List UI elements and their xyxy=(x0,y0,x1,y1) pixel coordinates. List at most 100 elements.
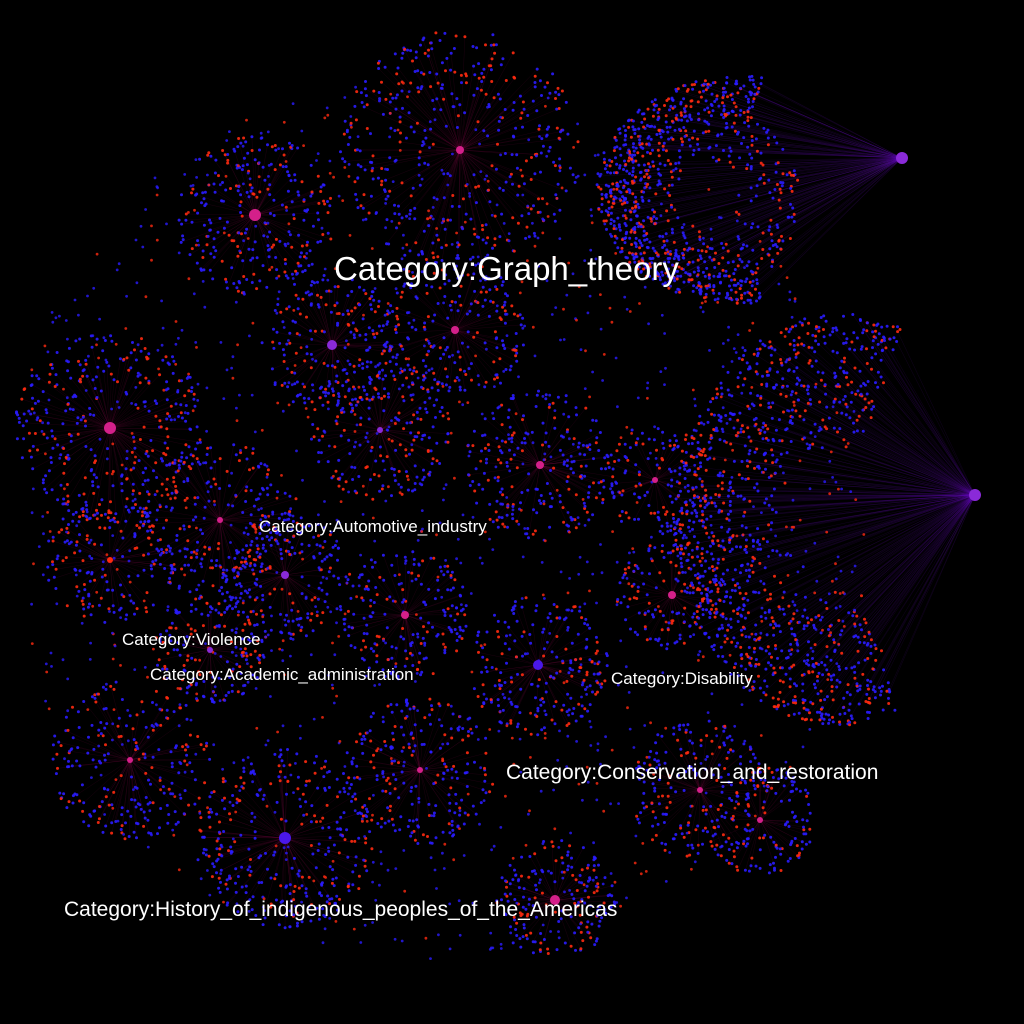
graph-node xyxy=(114,820,118,823)
graph-node xyxy=(53,385,57,388)
graph-node xyxy=(277,516,281,520)
graph-node xyxy=(481,228,485,232)
graph-node xyxy=(486,253,490,257)
graph-node xyxy=(529,207,533,211)
graph-node xyxy=(410,831,414,835)
graph-node xyxy=(87,824,91,828)
graph-node xyxy=(576,445,580,449)
graph-node xyxy=(78,377,82,381)
hub-edge-bundle xyxy=(199,749,366,928)
graph-node xyxy=(293,382,297,386)
graph-node xyxy=(395,306,399,310)
graph-node xyxy=(498,186,502,190)
graph-node xyxy=(628,446,632,450)
graph-node xyxy=(337,484,341,488)
graph-node xyxy=(388,349,392,353)
graph-node xyxy=(684,433,688,437)
graph-node xyxy=(484,290,488,294)
graph-node xyxy=(769,218,773,222)
graph-node xyxy=(431,457,435,461)
graph-node xyxy=(411,633,415,637)
graph-node xyxy=(468,484,472,487)
graph-node xyxy=(218,589,222,593)
graph-node xyxy=(708,612,712,616)
graph-node xyxy=(49,461,53,464)
graph-node xyxy=(228,812,231,816)
graph-node xyxy=(464,604,468,608)
graph-node xyxy=(288,233,292,237)
graph-node xyxy=(262,655,266,659)
graph-node xyxy=(595,889,599,893)
graph-node xyxy=(277,764,281,768)
graph-node xyxy=(249,858,252,861)
graph-node xyxy=(800,847,804,851)
graph-node xyxy=(806,791,810,795)
graph-node xyxy=(313,329,317,333)
graph-node xyxy=(419,673,423,677)
graph-node xyxy=(802,828,806,832)
graph-node xyxy=(63,540,67,544)
graph-node xyxy=(642,582,646,586)
graph-node xyxy=(768,191,772,195)
graph-node xyxy=(717,262,721,265)
graph-node xyxy=(673,434,677,438)
graph-node xyxy=(533,172,537,176)
graph-node xyxy=(658,162,662,166)
graph-node xyxy=(684,728,688,732)
graph-node xyxy=(71,736,75,740)
graph-node xyxy=(373,642,377,646)
graph-node xyxy=(390,439,394,443)
graph-node xyxy=(391,96,395,100)
graph-node xyxy=(490,164,494,168)
graph-node xyxy=(395,72,399,76)
graph-node xyxy=(469,257,472,261)
hub-edge-bundle xyxy=(505,841,615,952)
graph-node xyxy=(349,121,353,125)
graph-node xyxy=(470,378,473,382)
graph-node xyxy=(368,346,372,349)
graph-node xyxy=(440,724,444,728)
graph-node xyxy=(170,765,174,769)
graph-node xyxy=(117,716,121,720)
graph-node xyxy=(695,286,699,290)
graph-node xyxy=(288,141,291,145)
graph-node xyxy=(353,370,356,374)
graph-node xyxy=(515,153,519,157)
graph-node xyxy=(248,548,252,552)
graph-node xyxy=(477,650,480,654)
graph-node xyxy=(234,605,238,609)
graph-node xyxy=(243,622,247,626)
graph-node xyxy=(397,411,401,415)
graph-node xyxy=(571,873,575,877)
graph-node xyxy=(235,286,239,290)
graph-node xyxy=(345,751,349,755)
graph-node xyxy=(542,700,546,704)
graph-node xyxy=(758,866,762,870)
graph-node xyxy=(471,480,475,483)
graph-node xyxy=(580,616,584,620)
graph-node xyxy=(381,720,385,724)
graph-node xyxy=(309,352,313,356)
graph-node xyxy=(676,444,680,448)
graph-node xyxy=(353,104,357,108)
graph-node xyxy=(541,144,545,148)
graph-node xyxy=(486,134,490,138)
graph-node xyxy=(547,149,551,153)
graph-node xyxy=(375,654,379,658)
graph-node xyxy=(354,118,358,122)
graph-node xyxy=(261,598,265,602)
graph-node xyxy=(385,322,389,326)
graph-node xyxy=(531,623,535,627)
graph-node xyxy=(177,379,181,383)
graph-node xyxy=(618,166,622,170)
graph-node xyxy=(495,499,499,503)
graph-node xyxy=(740,778,744,781)
graph-node xyxy=(509,364,513,368)
graph-node xyxy=(571,471,575,475)
graph-node xyxy=(408,452,411,456)
graph-node xyxy=(198,440,202,444)
graph-node xyxy=(275,800,279,804)
graph-node xyxy=(170,781,174,785)
graph-node xyxy=(144,771,148,775)
graph-node xyxy=(61,422,65,426)
